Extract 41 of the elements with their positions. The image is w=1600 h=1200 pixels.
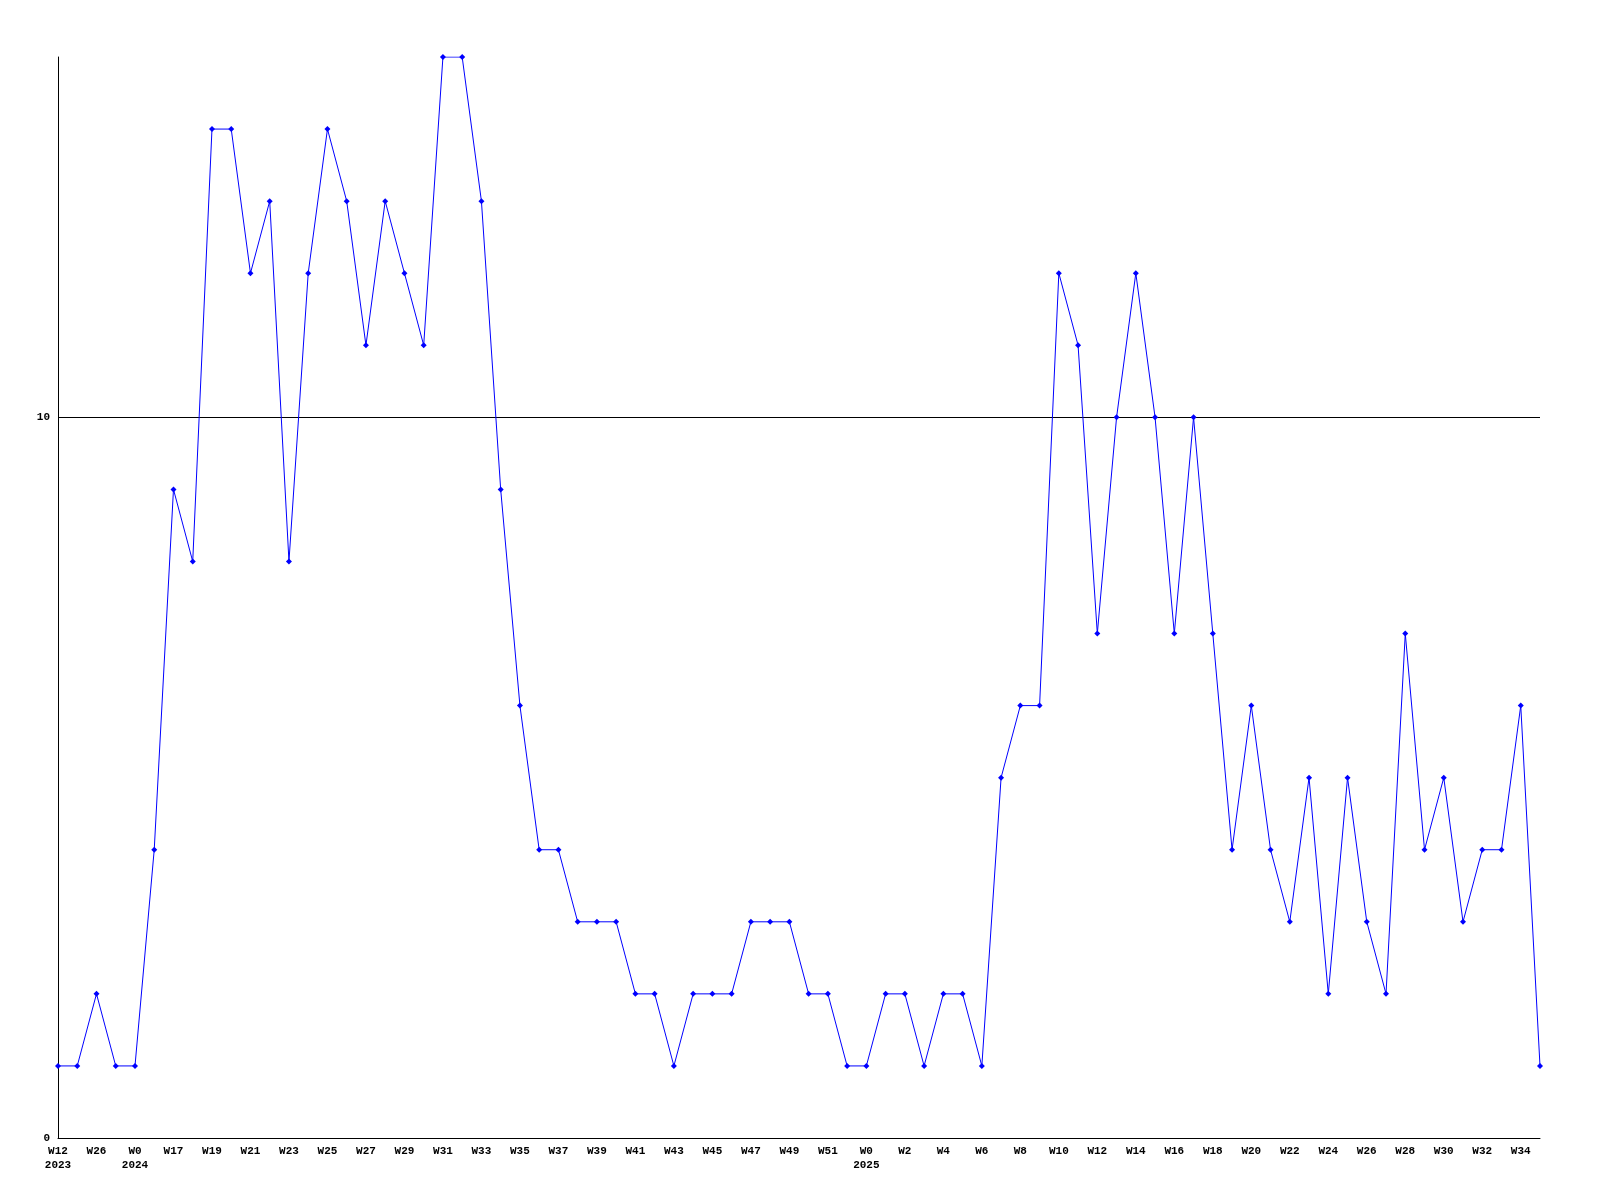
x-tick-label: W30 xyxy=(1433,1145,1454,1157)
x-tick-label: W14 xyxy=(1125,1145,1147,1157)
x-tick-label: W23 xyxy=(279,1145,300,1157)
x-tick-label: W26 xyxy=(86,1145,107,1157)
x-tick-label: W26 xyxy=(1356,1145,1377,1157)
x-tick-label: W25 xyxy=(317,1145,338,1157)
x-tick-label: W47 xyxy=(740,1145,761,1157)
x-tick-label: W51 xyxy=(817,1145,839,1157)
x-tick-label: W0 2025 xyxy=(853,1145,880,1171)
x-tick-label: W18 xyxy=(1202,1145,1224,1157)
x-tick-label: W27 xyxy=(356,1145,376,1157)
x-tick-label: W39 xyxy=(587,1145,607,1157)
x-tick-label: W24 xyxy=(1318,1145,1339,1157)
x-tick-label: W28 xyxy=(1395,1145,1416,1157)
x-tick-label: W10 xyxy=(1048,1145,1069,1157)
x-tick-label: W32 xyxy=(1472,1145,1493,1157)
x-tick-label: W33 xyxy=(471,1145,492,1157)
x-tick-label: W37 xyxy=(548,1145,569,1157)
x-tick-label: W31 xyxy=(433,1145,454,1157)
y-tick-label: 0 xyxy=(43,1132,50,1144)
x-tick-label: W22 xyxy=(1279,1145,1300,1157)
x-tick-label: W34 xyxy=(1510,1145,1532,1157)
x-tick-label: W49 xyxy=(779,1145,800,1157)
x-tick-label: W8 xyxy=(1013,1145,1028,1157)
x-tick-label: W6 xyxy=(975,1145,989,1157)
x-tick-label: W29 xyxy=(394,1145,415,1157)
x-tick-label: W35 xyxy=(510,1145,531,1157)
x-tick-label: W2 xyxy=(898,1145,912,1157)
x-tick-label: W4 xyxy=(936,1145,951,1157)
x-tick-label: W0 2024 xyxy=(121,1145,149,1171)
x-tick-label: W41 xyxy=(625,1145,646,1157)
x-tick-label: W43 xyxy=(663,1145,685,1157)
x-tick-label: W16 xyxy=(1164,1145,1185,1157)
x-tick-label: W19 xyxy=(202,1145,222,1157)
x-tick-label: W45 xyxy=(702,1145,723,1157)
x-tick-label: W21 xyxy=(240,1145,261,1157)
x-tick-label: W17 xyxy=(163,1145,184,1157)
y-tick-label: 10 xyxy=(36,411,50,424)
x-tick-label: W12 2023 xyxy=(44,1145,72,1171)
x-tick-label: W12 xyxy=(1087,1145,1108,1157)
x-tick-label: W20 xyxy=(1241,1145,1262,1157)
